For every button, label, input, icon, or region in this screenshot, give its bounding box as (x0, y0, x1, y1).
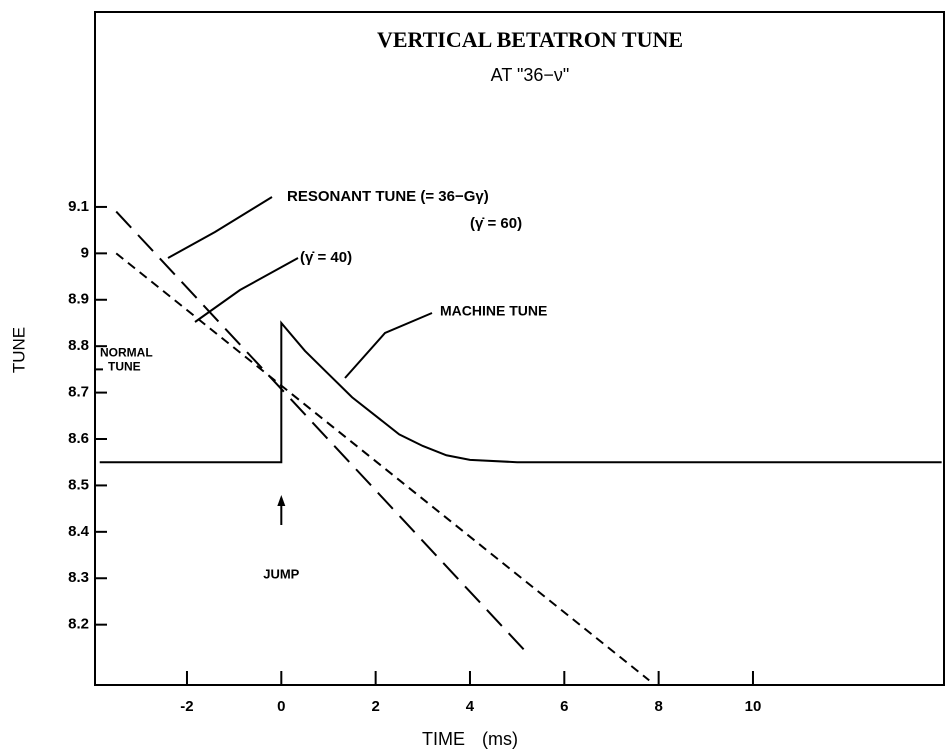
leader-line (167, 196, 273, 259)
annotation: (γ̇ = 40) (300, 249, 352, 266)
series-line (115, 210, 528, 654)
annotation: RESONANT TUNE (= 36−Gγ) (287, 188, 489, 205)
annotation: MACHINE TUNE (440, 303, 547, 319)
annotation: (γ̇ = 60) (470, 215, 522, 232)
x-tick-label: 10 (745, 698, 762, 715)
plot-frame (94, 11, 945, 686)
y-tick-label: 8.6 (68, 430, 89, 447)
y-tick-label: 8.3 (68, 569, 89, 586)
jump-arrowhead (277, 495, 286, 506)
series-line (115, 252, 650, 682)
normal-tune-label: NORMAL (100, 346, 153, 360)
x-tick-label: 4 (466, 698, 475, 715)
jump-label: JUMP (263, 566, 299, 581)
y-tick-label: 8.7 (68, 384, 89, 401)
y-tick-label: 8.2 (68, 616, 89, 633)
x-tick-label: 0 (277, 698, 285, 715)
series-line (99, 320, 942, 464)
y-tick-label: 8.5 (68, 476, 89, 493)
chart-title: VERTICAL BETATRON TUNE (377, 27, 683, 52)
x-tick-label: 2 (371, 698, 379, 715)
y-tick-label: 8.4 (68, 523, 90, 540)
chart-subtitle: AT "36−ν" (491, 65, 570, 85)
y-axis-label: TUNE (9, 327, 28, 373)
y-tick-label: 8.9 (68, 291, 89, 308)
x-tick-label: -2 (180, 698, 193, 715)
y-tick-label: 9 (81, 244, 89, 261)
x-tick-label: 8 (654, 698, 662, 715)
y-tick-label: 9.1 (68, 198, 89, 215)
x-tick-label: 6 (560, 698, 568, 715)
leader-line (344, 312, 433, 379)
normal-tune-label: TUNE (108, 360, 141, 374)
x-axis-label: TIME (ms) (422, 729, 518, 749)
y-tick-label: 8.8 (68, 337, 89, 354)
